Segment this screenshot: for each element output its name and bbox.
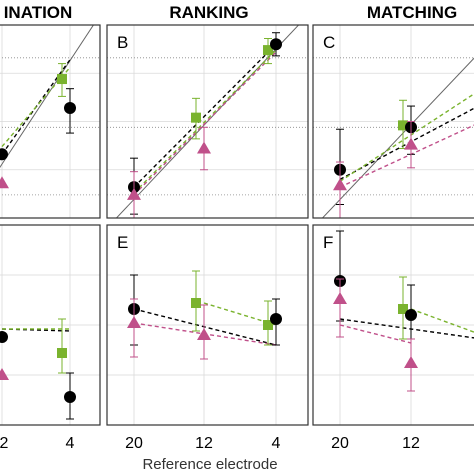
magenta-series-point — [404, 137, 418, 150]
panel-frame — [106, 224, 309, 426]
x-tick-label: 12 — [402, 435, 420, 452]
green-series-point — [57, 348, 67, 358]
black-series-point — [0, 331, 8, 343]
panel-frame — [106, 24, 309, 219]
panel-letter: F — [323, 233, 333, 252]
green-series-point — [57, 74, 67, 85]
green-series-point — [263, 45, 273, 56]
x-tick-label: 12 — [195, 435, 213, 452]
x-tick-label: 2 — [0, 435, 9, 452]
panel-C: C — [312, 24, 474, 219]
panel-col0-top — [0, 24, 101, 219]
magenta-series-point — [197, 328, 211, 340]
magenta-series-point — [0, 176, 9, 189]
identity-line — [0, 25, 95, 169]
column-title-ranking: RANKING — [169, 3, 248, 22]
magenta-series-point — [333, 178, 347, 191]
green-series-point — [398, 120, 408, 131]
magenta_series-regression-line — [133, 51, 277, 196]
magenta-series-point — [127, 187, 141, 200]
green-series-point — [191, 112, 201, 123]
panel-col0-bottom — [0, 224, 101, 426]
column-title-matching: MATCHING — [367, 3, 457, 22]
x-axis-title: Reference electrode — [142, 456, 277, 473]
green_series-regression-line — [133, 49, 277, 194]
green-series-point — [398, 304, 408, 314]
black-series-point — [64, 391, 76, 403]
identity-line — [115, 25, 300, 218]
panel-letter: C — [323, 33, 335, 52]
green_series-regression-line — [410, 308, 474, 333]
black-series-point — [0, 148, 8, 161]
black-series-point — [270, 313, 282, 325]
panel-frame — [312, 224, 474, 426]
magenta-series-point — [333, 292, 347, 304]
panel-B: B — [106, 24, 309, 219]
black_series-regression-line — [1, 328, 71, 332]
magenta-series-point — [197, 141, 211, 154]
column-title-discrimination: INATION — [4, 3, 73, 22]
black_series-regression-line — [133, 43, 277, 188]
panel-frame — [0, 24, 101, 219]
magenta-series-point — [404, 356, 418, 368]
panel-letter: E — [117, 233, 128, 252]
x-tick-label: 4 — [272, 435, 281, 452]
panels-group: B C E F — [0, 24, 474, 426]
x-tick-label: 4 — [66, 435, 75, 452]
black_series-regression-line — [339, 318, 474, 339]
black-series-point — [270, 38, 282, 51]
green_series-regression-line — [203, 302, 277, 326]
x-tick-label: 20 — [331, 435, 349, 452]
magenta-series-point — [0, 368, 9, 380]
panel-E: E — [106, 224, 309, 426]
magenta_series-regression-line — [339, 324, 412, 344]
black-series-point — [64, 101, 76, 114]
x-tick-label: 20 — [125, 435, 143, 452]
panel-letter: B — [117, 33, 128, 52]
panel-frame — [312, 24, 474, 219]
black-series-point — [405, 309, 417, 321]
panel-frame — [0, 224, 101, 426]
green-series-point — [191, 298, 201, 308]
green-series-point — [263, 320, 273, 330]
black_series-regression-line — [133, 308, 277, 346]
panel-F: F — [312, 224, 474, 426]
magenta-series-point — [127, 316, 141, 328]
